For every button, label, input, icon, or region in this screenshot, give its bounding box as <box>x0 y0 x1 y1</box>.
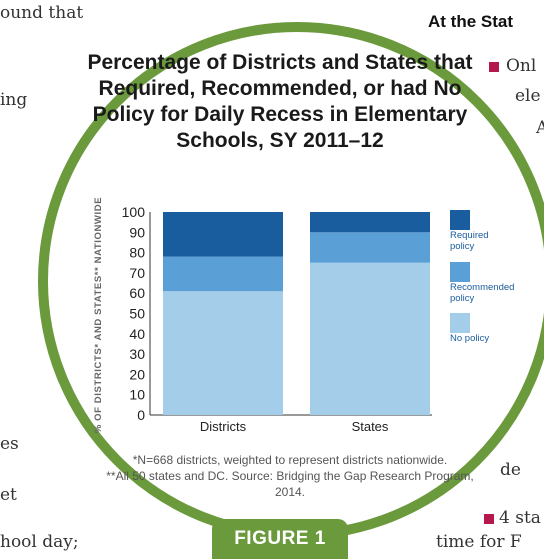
bar-segment <box>310 232 430 263</box>
y-tick-label: 10 <box>129 387 145 403</box>
legend-label: policy <box>450 293 475 304</box>
y-tick-label: 90 <box>129 224 145 240</box>
x-tick-label: Districts <box>200 419 247 434</box>
legend-swatch <box>450 313 470 333</box>
bg-text-right-3: A <box>536 118 544 138</box>
bullet-1 <box>489 62 499 72</box>
bg-text-left-5: hool day; <box>0 532 79 552</box>
bar-segment <box>310 262 430 415</box>
bg-text-left-1: ound that <box>0 3 84 23</box>
bg-text-right-6: time for F <box>436 532 522 552</box>
y-tick-label: 100 <box>122 204 146 220</box>
chart-title: Percentage of Districts and States that … <box>87 51 473 152</box>
y-tick-label: 30 <box>129 346 145 362</box>
bar-segment <box>163 256 283 292</box>
bg-text-right-4: de <box>500 460 521 480</box>
y-tick-label: 60 <box>129 285 145 301</box>
chart-footnote: *N=668 districts, weighted to represent … <box>100 452 480 500</box>
y-axis-title: % OF DISTRICTS* AND STATES** NATIONWIDE <box>93 197 104 433</box>
legend-label: policy <box>450 241 475 252</box>
figure-label: FIGURE 1 <box>212 519 348 559</box>
bg-text-right-5: 4 sta <box>499 508 541 528</box>
legend-label: Recommended <box>450 282 514 293</box>
footnote-line-1: *N=668 districts, weighted to represent … <box>132 453 448 467</box>
y-tick-label: 0 <box>137 407 145 423</box>
bg-text-right-1: Onl <box>506 56 537 76</box>
y-tick-label: 70 <box>129 265 145 281</box>
bg-text-left-2: ing <box>0 90 28 110</box>
bar-segment <box>163 291 283 415</box>
bg-text-left-4: et <box>0 485 17 505</box>
footnote-line-2: **All 50 states and DC. Source: Bridging… <box>106 469 474 499</box>
legend-label: Required <box>450 230 489 241</box>
legend-swatch <box>450 262 470 282</box>
y-tick-label: 50 <box>129 306 145 322</box>
bullet-2 <box>484 514 494 524</box>
y-tick-label: 80 <box>129 245 145 261</box>
bg-text-left-3: es <box>0 434 19 454</box>
bar-segment <box>163 212 283 257</box>
legend-swatch <box>450 210 470 230</box>
y-tick-label: 20 <box>129 366 145 382</box>
y-tick-label: 40 <box>129 326 145 342</box>
bar-segment <box>310 212 430 233</box>
legend-label: No policy <box>450 333 489 344</box>
right-section-heading: At the Stat <box>428 12 513 31</box>
bg-text-right-2: ele <box>515 86 541 106</box>
x-tick-label: States <box>352 419 389 434</box>
